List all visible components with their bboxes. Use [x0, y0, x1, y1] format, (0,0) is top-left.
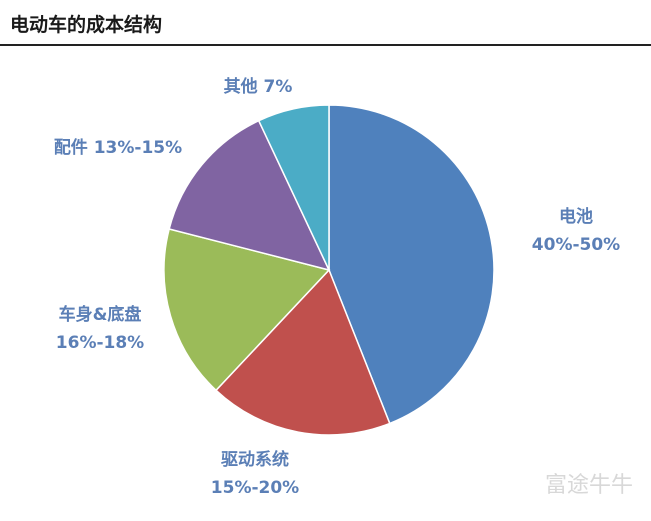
- slice-label: 驱动系统 15%-20%: [210, 450, 300, 498]
- pie-slice: [328, 104, 495, 425]
- chart-title: 电动车的成本结构: [10, 14, 163, 36]
- pie-slice: [163, 228, 331, 392]
- pie-slice: [168, 119, 331, 272]
- pie-slice: [214, 268, 391, 436]
- slice-label: 配件 13%-15%: [53, 138, 183, 158]
- slice-label: 其他 7%: [223, 77, 293, 97]
- slice-label: 电池 40%-50%: [531, 207, 621, 255]
- title-rule: [0, 44, 651, 46]
- pie-slice: [257, 104, 330, 271]
- watermark: 富途牛牛: [544, 473, 633, 498]
- slice-label: 车身&底盘 16%-18%: [55, 305, 145, 353]
